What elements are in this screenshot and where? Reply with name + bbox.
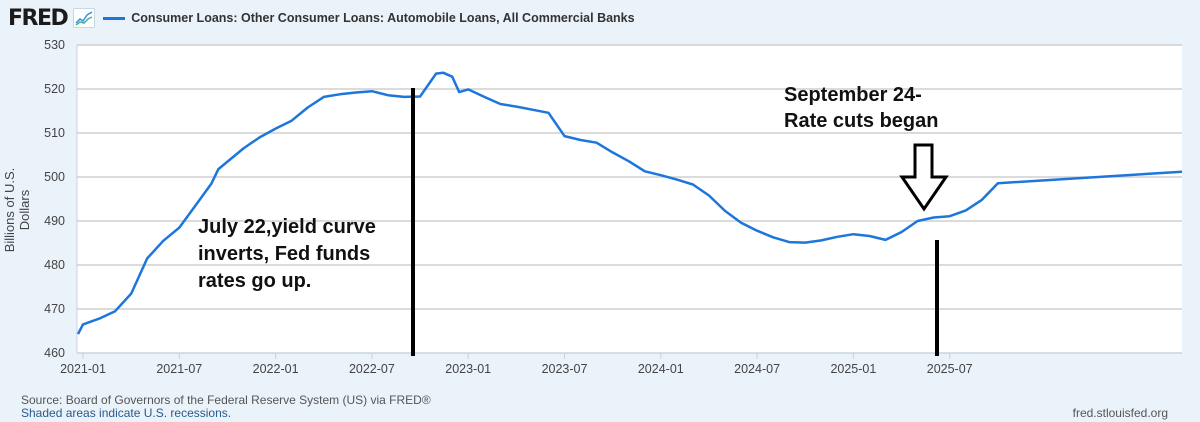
- y-tick-label: 460: [44, 346, 65, 360]
- x-tick-label: 2021-01: [60, 362, 106, 376]
- annotation-rate-cuts-line2: Rate cuts began: [784, 110, 939, 132]
- y-tick-label: 470: [44, 302, 65, 316]
- annotation-rate-cuts: September 24- Rate cuts began: [784, 82, 938, 134]
- x-tick-label: 2023-01: [445, 362, 491, 376]
- x-tick-label: 2024-01: [638, 362, 684, 376]
- source-note: Source: Board of Governors of the Federa…: [21, 393, 431, 407]
- x-tick-label: 2024-07: [734, 362, 780, 376]
- x-tick-label: 2023-07: [542, 362, 588, 376]
- y-tick-label: 500: [44, 170, 65, 184]
- legend-label[interactable]: Consumer Loans: Other Consumer Loans: Au…: [131, 11, 635, 25]
- x-tick-label: 2021-07: [156, 362, 202, 376]
- y-tick-label: 520: [44, 82, 65, 96]
- recession-note[interactable]: Shaded areas indicate U.S. recessions.: [21, 406, 232, 420]
- x-tick-label: 2022-01: [253, 362, 299, 376]
- series-line: [76, 71, 1183, 335]
- fred-logo[interactable]: FRED: [8, 5, 69, 31]
- annotation-yield-curve: July 22,yield curve inverts, Fed funds r…: [198, 216, 376, 292]
- y-tick-label: 480: [44, 258, 65, 272]
- y-tick-label: 490: [44, 214, 65, 228]
- y-tick-label: 530: [44, 38, 65, 52]
- down-arrow-icon: [899, 143, 949, 212]
- x-tick-label: 2025-01: [830, 362, 876, 376]
- y-tick-label: 510: [44, 126, 65, 140]
- site-link[interactable]: fred.stlouisfed.org: [1072, 406, 1168, 420]
- line-chart-icon[interactable]: [73, 8, 96, 28]
- y-axis-label: Billions of U.S. Dollars: [2, 167, 32, 253]
- x-tick-label: 2025-07: [927, 362, 973, 376]
- legend-swatch: [103, 16, 126, 20]
- annotation-rate-cuts-line1: September 24-: [784, 84, 922, 106]
- chart-header: FRED Consumer Loans: Other Consumer Loan…: [8, 4, 635, 32]
- x-tick-label: 2022-07: [349, 362, 395, 376]
- plot-area: [77, 45, 1182, 353]
